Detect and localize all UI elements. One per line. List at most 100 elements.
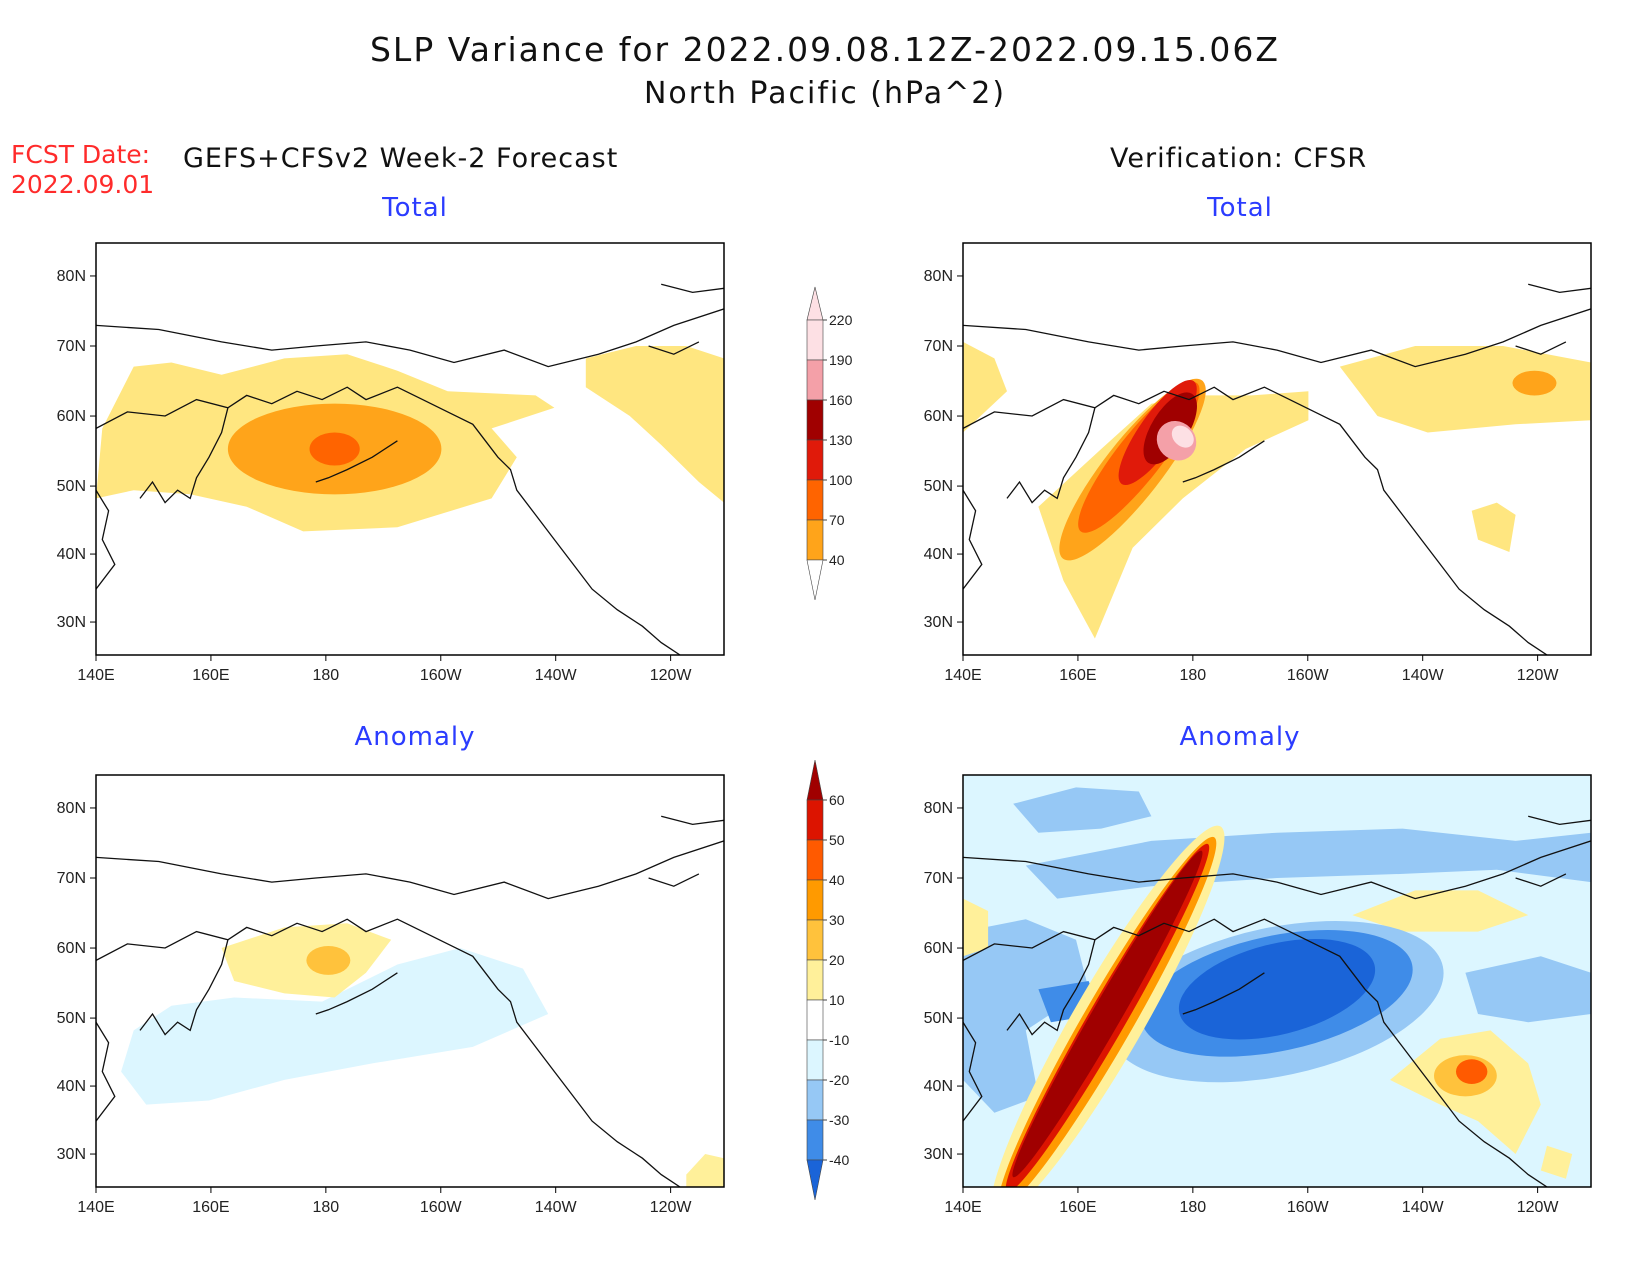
lon-tick-label: 160E (1059, 667, 1096, 684)
lon-tick-label: 160W (1287, 1199, 1330, 1216)
lat-tick-label: 60N (57, 940, 86, 957)
lat-tick-label: 60N (924, 408, 953, 425)
colorbar-label: 100 (829, 472, 853, 488)
lat-tick-label: 60N (924, 940, 953, 957)
panel-frame (962, 242, 1592, 656)
coastline (963, 815, 1591, 1187)
lat-tick-label: 30N (924, 1146, 953, 1163)
forecast-date-label: FCST Date: (11, 140, 151, 169)
lon-tick-label: 180 (1179, 667, 1206, 684)
verification-total-field (963, 341, 1591, 639)
lon-tick-label: 120W (1517, 667, 1560, 684)
contour-fill (1512, 370, 1557, 396)
contour-fill (1339, 346, 1591, 433)
lat-tick-label: 50N (924, 1010, 953, 1027)
colorbar-label: 220 (829, 312, 853, 328)
colorbar-label: 160 (829, 392, 853, 408)
lon-tick-label: 140W (535, 1199, 578, 1216)
lat-tick-label: 70N (57, 338, 86, 355)
colorbar-swatch (806, 1079, 824, 1121)
contour-fill (1352, 890, 1529, 932)
lon-tick-label: 140E (944, 667, 981, 684)
lon-tick-label: 160E (192, 1199, 229, 1216)
coastline (96, 815, 724, 1187)
colorbar-label: 70 (829, 512, 845, 528)
lat-tick-label: 70N (57, 870, 86, 887)
lon-tick-label: 120W (650, 667, 693, 684)
contour-fill (1455, 1059, 1488, 1084)
coastline (963, 283, 1591, 655)
panel-title-forecast-total: Total (382, 193, 448, 223)
contour-fill (963, 341, 1007, 433)
colorbar-label: 20 (829, 952, 845, 968)
lon-tick-label: 160W (1287, 667, 1330, 684)
colorbar-label: -40 (829, 1152, 849, 1168)
colorbar-swatch (806, 879, 824, 921)
lon-tick-label: 140W (535, 667, 578, 684)
lat-tick-label: 80N (924, 800, 953, 817)
colorbar-label: 130 (829, 432, 853, 448)
colorbar-swatch (806, 399, 824, 441)
colorbar-total: 40 70 100 130 160 190 220 (806, 286, 853, 601)
lon-tick-label: 180 (1179, 1199, 1206, 1216)
lat-tick-label: 30N (924, 614, 953, 631)
colorbar-swatch (806, 1039, 824, 1081)
contour-fill (306, 945, 351, 975)
lat-tick-label: 80N (924, 268, 953, 285)
colorbar-swatch (806, 439, 824, 481)
lat-tick-label: 80N (57, 800, 86, 817)
forecast-anomaly-field (121, 923, 724, 1187)
contour-fill (1013, 787, 1152, 833)
lon-tick-label: 140E (77, 1199, 114, 1216)
colorbar-swatch (806, 479, 824, 521)
colorbar-label: -20 (829, 1072, 849, 1088)
colorbar-label: 40 (829, 872, 845, 888)
colorbar-label: 50 (829, 832, 845, 848)
colorbar-extend-top (806, 759, 824, 801)
colorbar-label: 10 (829, 992, 845, 1008)
lon-tick-label: 140E (944, 1199, 981, 1216)
lat-tick-label: 40N (924, 546, 953, 563)
coastline (96, 283, 724, 655)
lat-tick-label: 40N (924, 1078, 953, 1095)
lat-tick-label: 30N (57, 614, 86, 631)
contour-fill (1038, 391, 1309, 639)
colorbar-swatch (806, 959, 824, 1001)
lon-tick-label: 140E (77, 667, 114, 684)
panel-title-verification-anomaly: Anomaly (1179, 722, 1301, 752)
colorbar-swatch (806, 999, 824, 1041)
lon-tick-label: 180 (312, 1199, 339, 1216)
contour-fill (1012, 850, 1203, 1178)
colorbar-extend-bottom (806, 1159, 824, 1201)
lat-tick-label: 50N (57, 1010, 86, 1027)
panel-frame (962, 774, 1592, 1188)
contour-fill (963, 919, 1089, 1113)
verification-anomaly-field (963, 775, 1591, 1187)
colorbar-swatch (806, 1119, 824, 1161)
lat-tick-label: 70N (924, 870, 953, 887)
colorbar-label: -10 (829, 1032, 849, 1048)
lat-tick-label: 70N (924, 338, 953, 355)
panel-title-forecast-anomaly: Anomaly (354, 722, 476, 752)
lon-tick-label: 140W (1402, 1199, 1445, 1216)
contour-fill (121, 948, 549, 1105)
contour-fill (1471, 502, 1516, 552)
lon-tick-label: 160E (192, 667, 229, 684)
lon-tick-label: 120W (650, 1199, 693, 1216)
contour-fill (686, 1154, 724, 1187)
verification-column-heading: Verification: CFSR (1110, 143, 1368, 174)
lat-tick-label: 50N (57, 478, 86, 495)
lat-tick-label: 30N (57, 1146, 86, 1163)
contour-fill (1178, 938, 1376, 1040)
lat-tick-label: 50N (924, 478, 953, 495)
lon-tick-label: 180 (312, 667, 339, 684)
lon-tick-label: 120W (1517, 1199, 1560, 1216)
contour-fill (963, 898, 989, 957)
lon-tick-label: 140W (1402, 667, 1445, 684)
contour-fill (1540, 1145, 1573, 1179)
panel-title-verification-total: Total (1207, 193, 1273, 223)
contour-fill (1171, 425, 1194, 448)
panel-frame (95, 242, 725, 656)
colorbar-label: 30 (829, 912, 845, 928)
lat-tick-label: 40N (57, 1078, 86, 1095)
